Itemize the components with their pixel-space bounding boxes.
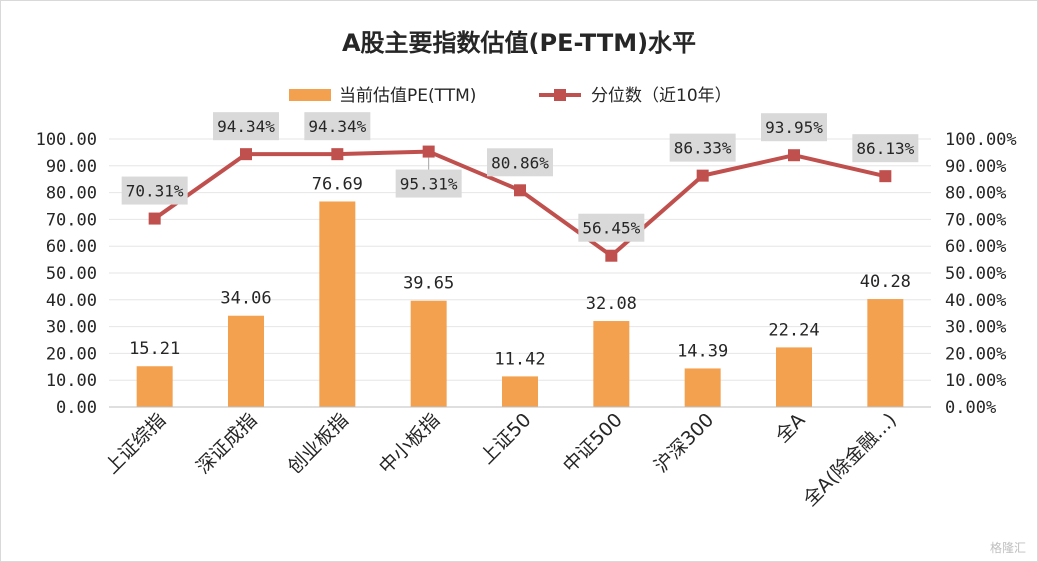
y-right-tick-label: 40.00% <box>945 291 1006 311</box>
line-value-label: 93.95% <box>765 118 823 137</box>
x-tick-label: 创业板指 <box>284 409 353 478</box>
bar <box>684 368 721 407</box>
y-right-tick-label: 60.00% <box>945 237 1006 257</box>
line-point <box>879 170 892 183</box>
line-point <box>331 148 344 161</box>
legend-label-line: 分位数（近10年） <box>591 86 732 106</box>
x-tick-label: 深证成指 <box>192 409 261 478</box>
line-label-box <box>213 112 279 141</box>
line-point <box>788 149 800 162</box>
x-tick-label: 中证500 <box>559 409 627 477</box>
watermark: 格隆汇 <box>989 541 1026 555</box>
bar-value-label: 76.69 <box>312 174 363 194</box>
bar <box>776 347 812 407</box>
y-right-tick-label: 10.00% <box>945 371 1006 391</box>
line-label-box <box>487 148 553 177</box>
y-right-tick-label: 90.00% <box>945 157 1006 177</box>
y-right-tick-label: 20.00% <box>945 344 1006 364</box>
y-left-tick-label: 90.00 <box>46 157 97 177</box>
line-point <box>148 212 161 225</box>
line-label-box <box>761 113 827 142</box>
x-tick-label: 上证50 <box>476 409 536 469</box>
line-label-box <box>852 134 919 163</box>
bar <box>867 299 904 407</box>
y-left-tick-label: 40.00 <box>46 291 97 311</box>
line-value-label: 86.13% <box>856 139 914 158</box>
bar-value-label: 34.06 <box>220 289 271 309</box>
line-point <box>422 145 435 158</box>
x-tick-label: 中小板指 <box>375 409 444 478</box>
y-left-tick-label: 20.00 <box>46 344 97 364</box>
line-label-box <box>669 133 736 162</box>
bar-value-label: 40.28 <box>860 272 911 292</box>
bar <box>136 366 173 407</box>
y-right-tick-label: 0.00% <box>945 398 996 418</box>
line-point <box>514 184 526 197</box>
line-label-box <box>578 213 645 242</box>
legend-marker-line <box>554 89 566 101</box>
y-left-tick-label: 70.00 <box>46 210 97 230</box>
line-value-label: 94.34% <box>217 117 275 136</box>
bar-value-label: 22.24 <box>768 320 819 340</box>
y-right-tick-label: 70.00% <box>945 210 1006 230</box>
x-tick-label: 沪深300 <box>650 409 718 477</box>
line-point <box>240 148 252 161</box>
legend-swatch-bar <box>289 89 331 101</box>
y-left-tick-label: 100.00 <box>36 130 97 150</box>
line-point <box>605 249 618 262</box>
y-right-tick-label: 50.00% <box>945 264 1006 284</box>
y-left-tick-label: 30.00 <box>46 318 97 338</box>
line-point <box>696 169 709 182</box>
y-right-tick-label: 100.00% <box>945 130 1017 150</box>
bar-value-label: 39.65 <box>403 274 454 294</box>
y-left-tick-label: 50.00 <box>46 264 97 284</box>
line-value-label: 94.34% <box>308 117 366 136</box>
y-left-tick-label: 60.00 <box>46 237 97 257</box>
line-value-label: 70.31% <box>126 182 184 201</box>
bar <box>228 315 264 407</box>
bar-value-label: 14.39 <box>677 341 728 361</box>
x-tick-label: 全A(除金融...) <box>799 409 901 511</box>
line-value-label: 86.33% <box>674 139 732 158</box>
bar-value-label: 11.42 <box>494 349 545 369</box>
chart-title: A股主要指数估值(PE-TTM)水平 <box>342 29 696 57</box>
x-tick-label: 上证综指 <box>101 409 170 478</box>
y-right-tick-label: 80.00% <box>945 184 1006 204</box>
bar <box>410 300 447 407</box>
bar <box>502 376 538 407</box>
line-label-box <box>395 169 462 198</box>
line-value-label: 95.31% <box>400 175 458 194</box>
line-label-box <box>121 176 188 205</box>
line-label-box <box>304 112 371 141</box>
y-left-tick-label: 80.00 <box>46 184 97 204</box>
x-tick-label: 全A <box>771 409 809 447</box>
y-left-tick-label: 10.00 <box>46 371 97 391</box>
line-value-label: 80.86% <box>491 153 549 172</box>
bar-value-label: 15.21 <box>129 339 180 359</box>
bar <box>319 201 356 407</box>
legend-label-bar: 当前估值PE(TTM) <box>339 86 476 106</box>
bar-value-label: 32.08 <box>586 294 637 314</box>
y-right-tick-label: 30.00% <box>945 318 1006 338</box>
y-left-tick-label: 0.00 <box>56 398 97 418</box>
bar <box>593 321 630 407</box>
line-value-label: 56.45% <box>582 219 640 238</box>
